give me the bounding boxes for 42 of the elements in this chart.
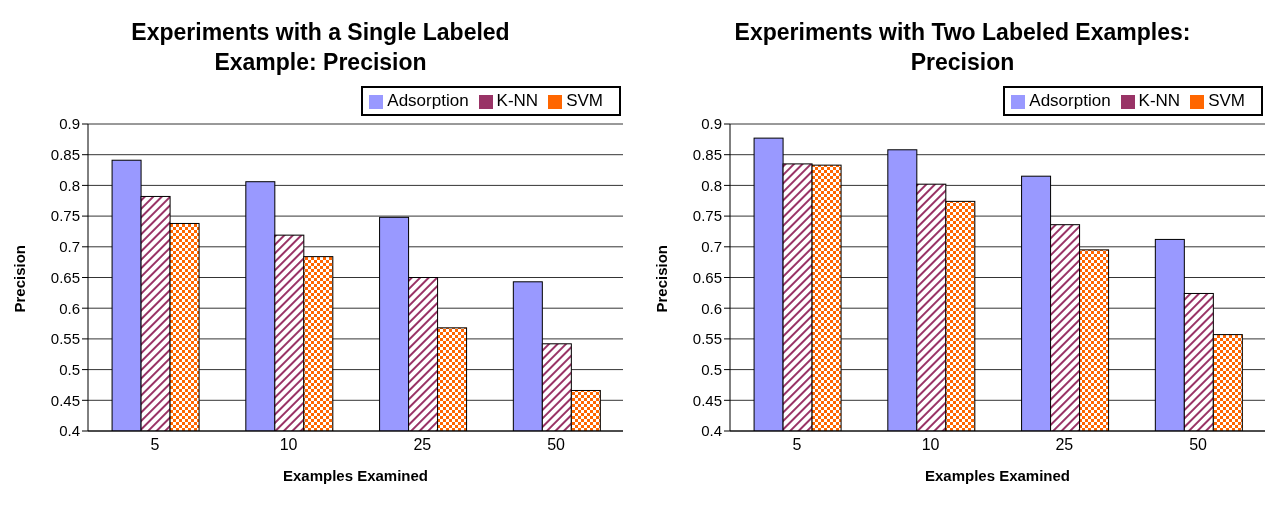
- y-tick-label: 0.6: [701, 299, 722, 317]
- x-tick-label: 50: [1189, 436, 1208, 454]
- x-axis-title: Examples Examined: [282, 467, 429, 484]
- y-axis-title: Precision: [653, 244, 671, 313]
- x-tick-label: 10: [921, 436, 940, 454]
- y-tick-label: 0.65: [692, 268, 722, 286]
- x-tick-label: 25: [1055, 436, 1074, 454]
- y-tick-label: 0.85: [692, 146, 722, 164]
- y-tick-label: 0.75: [692, 207, 722, 225]
- legend-label: K-NN: [1138, 91, 1181, 110]
- y-tick-label: 0.7: [701, 238, 722, 256]
- y-tick-label: 0.8: [701, 176, 722, 194]
- chart-title: Experiments with Two Labeled Examples: Precision: [733, 18, 1192, 77]
- legend-label: SVM: [1208, 91, 1245, 110]
- y-tick-label: 0.55: [50, 330, 80, 348]
- legend-label: SVM: [566, 91, 603, 110]
- legend-label: Adsorption: [1029, 91, 1111, 110]
- y-tick-label: 0.55: [692, 330, 722, 348]
- y-axis-title: Precision: [11, 244, 29, 313]
- y-tick-label: 0.85: [50, 146, 80, 164]
- y-tick-label: 0.75: [50, 207, 80, 225]
- y-tick-label: 0.9: [701, 115, 722, 133]
- x-tick-label: 50: [547, 436, 566, 454]
- x-tick-label: 10: [279, 436, 298, 454]
- y-tick-label: 0.45: [692, 391, 722, 409]
- y-tick-label: 0.9: [59, 115, 80, 133]
- y-tick-label: 0.8: [59, 176, 80, 194]
- x-tick-label: 25: [413, 436, 432, 454]
- x-tick-label: 5: [150, 436, 160, 454]
- y-tick-label: 0.5: [701, 360, 722, 378]
- y-tick-label: 0.4: [59, 422, 80, 440]
- chart-title: Experiments with a Single Labeled Example: Precision: [130, 18, 511, 77]
- x-axis-title: Examples Examined: [924, 467, 1071, 484]
- y-tick-label: 0.6: [59, 299, 80, 317]
- y-tick-label: 0.65: [50, 268, 80, 286]
- x-tick-label: 5: [792, 436, 802, 454]
- y-tick-label: 0.4: [701, 422, 722, 440]
- y-tick-label: 0.7: [59, 238, 80, 256]
- y-tick-label: 0.45: [50, 391, 80, 409]
- legend-label: K-NN: [496, 91, 539, 110]
- legend-label: Adsorption: [387, 91, 469, 110]
- y-tick-label: 0.5: [59, 360, 80, 378]
